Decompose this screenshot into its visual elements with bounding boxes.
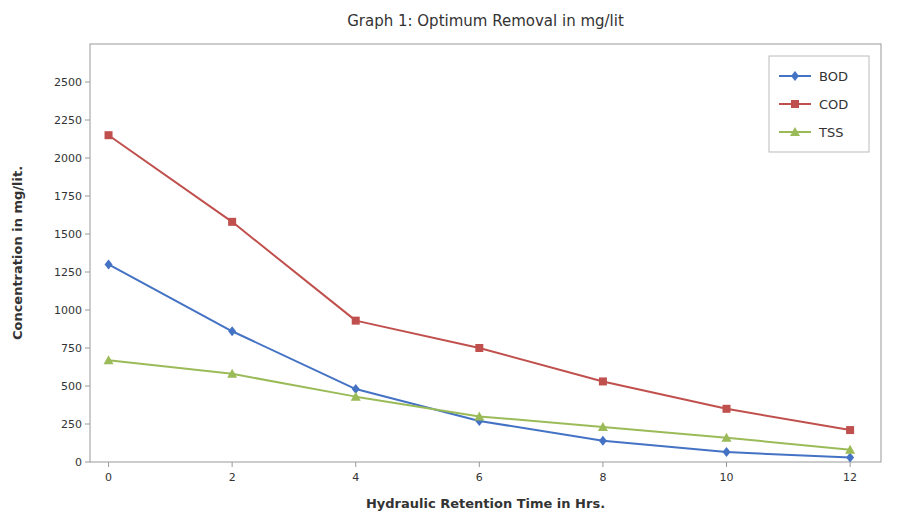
marker — [352, 317, 360, 325]
series-line — [109, 264, 851, 457]
legend-label: TSS — [818, 125, 843, 140]
x-tick-label: 8 — [599, 471, 606, 484]
x-tick-label: 12 — [843, 471, 857, 484]
marker — [351, 392, 361, 401]
y-tick-label: 500 — [61, 380, 82, 393]
marks — [104, 131, 856, 462]
legend-box — [769, 56, 869, 152]
marker — [475, 344, 483, 352]
y-tick-label: 750 — [61, 342, 82, 355]
marker — [105, 259, 113, 269]
x-tick-label: 2 — [229, 471, 236, 484]
marker — [846, 452, 854, 462]
marker — [846, 426, 854, 434]
y-tick-label: 250 — [61, 418, 82, 431]
y-tick — [85, 386, 90, 387]
chart-title: Graph 1: Optimum Removal in mg/lit — [347, 12, 624, 30]
x-axis-label: Hydraulic Retention Time in Hrs. — [366, 496, 605, 511]
marker — [723, 447, 731, 457]
x-tick — [602, 462, 603, 467]
y-tick — [85, 196, 90, 197]
y-tick-label: 2500 — [54, 76, 82, 89]
y-tick-label: 1500 — [54, 228, 82, 241]
marker — [474, 411, 484, 420]
series-line — [109, 135, 851, 430]
marker — [723, 405, 731, 413]
series-line — [109, 360, 851, 450]
marker — [791, 71, 799, 81]
y-tick — [85, 120, 90, 121]
marker — [722, 433, 732, 442]
y-tick-label: 2000 — [54, 152, 82, 165]
legend: BOD COD TSS — [769, 56, 869, 152]
marker — [104, 355, 114, 364]
x-tick — [726, 462, 727, 467]
y-tick — [85, 462, 90, 463]
legend-label: BOD — [819, 69, 848, 84]
marker — [599, 436, 607, 446]
y-tick — [85, 158, 90, 159]
y-tick — [85, 348, 90, 349]
y-tick-label: 2250 — [54, 114, 82, 127]
marker — [228, 218, 236, 226]
marker — [227, 369, 237, 378]
y-tick — [85, 424, 90, 425]
marker — [845, 445, 855, 454]
x-tick — [479, 462, 480, 467]
y-tick-label: 1000 — [54, 304, 82, 317]
x-tick — [850, 462, 851, 467]
chart: 0 250 500 750 1000 1250 1500 1750 2000 2250 2500 0 2… — [0, 0, 911, 530]
y-tick — [85, 82, 90, 83]
y-tick-label: 1250 — [54, 266, 82, 279]
marker — [598, 422, 608, 431]
x-tick-label: 4 — [352, 471, 359, 484]
x-tick-label: 6 — [476, 471, 483, 484]
marker — [791, 100, 799, 108]
plot-area — [90, 44, 881, 462]
x-tick — [355, 462, 356, 467]
y-tick-label: 1750 — [54, 190, 82, 203]
y-axis-label: Concentration in mg/lit. — [10, 166, 25, 340]
marker — [105, 131, 113, 139]
marker — [228, 326, 236, 336]
x-tick-label: 0 — [105, 471, 112, 484]
plot-frame — [90, 44, 881, 462]
y-tick-label: 0 — [75, 456, 82, 469]
marker — [599, 377, 607, 385]
x-tick — [232, 462, 233, 467]
legend-label: COD — [819, 97, 848, 112]
marker — [790, 127, 800, 136]
y-tick — [85, 310, 90, 311]
x-tick — [108, 462, 109, 467]
x-tick-label: 10 — [720, 471, 734, 484]
y-tick — [85, 234, 90, 235]
y-tick — [85, 272, 90, 273]
